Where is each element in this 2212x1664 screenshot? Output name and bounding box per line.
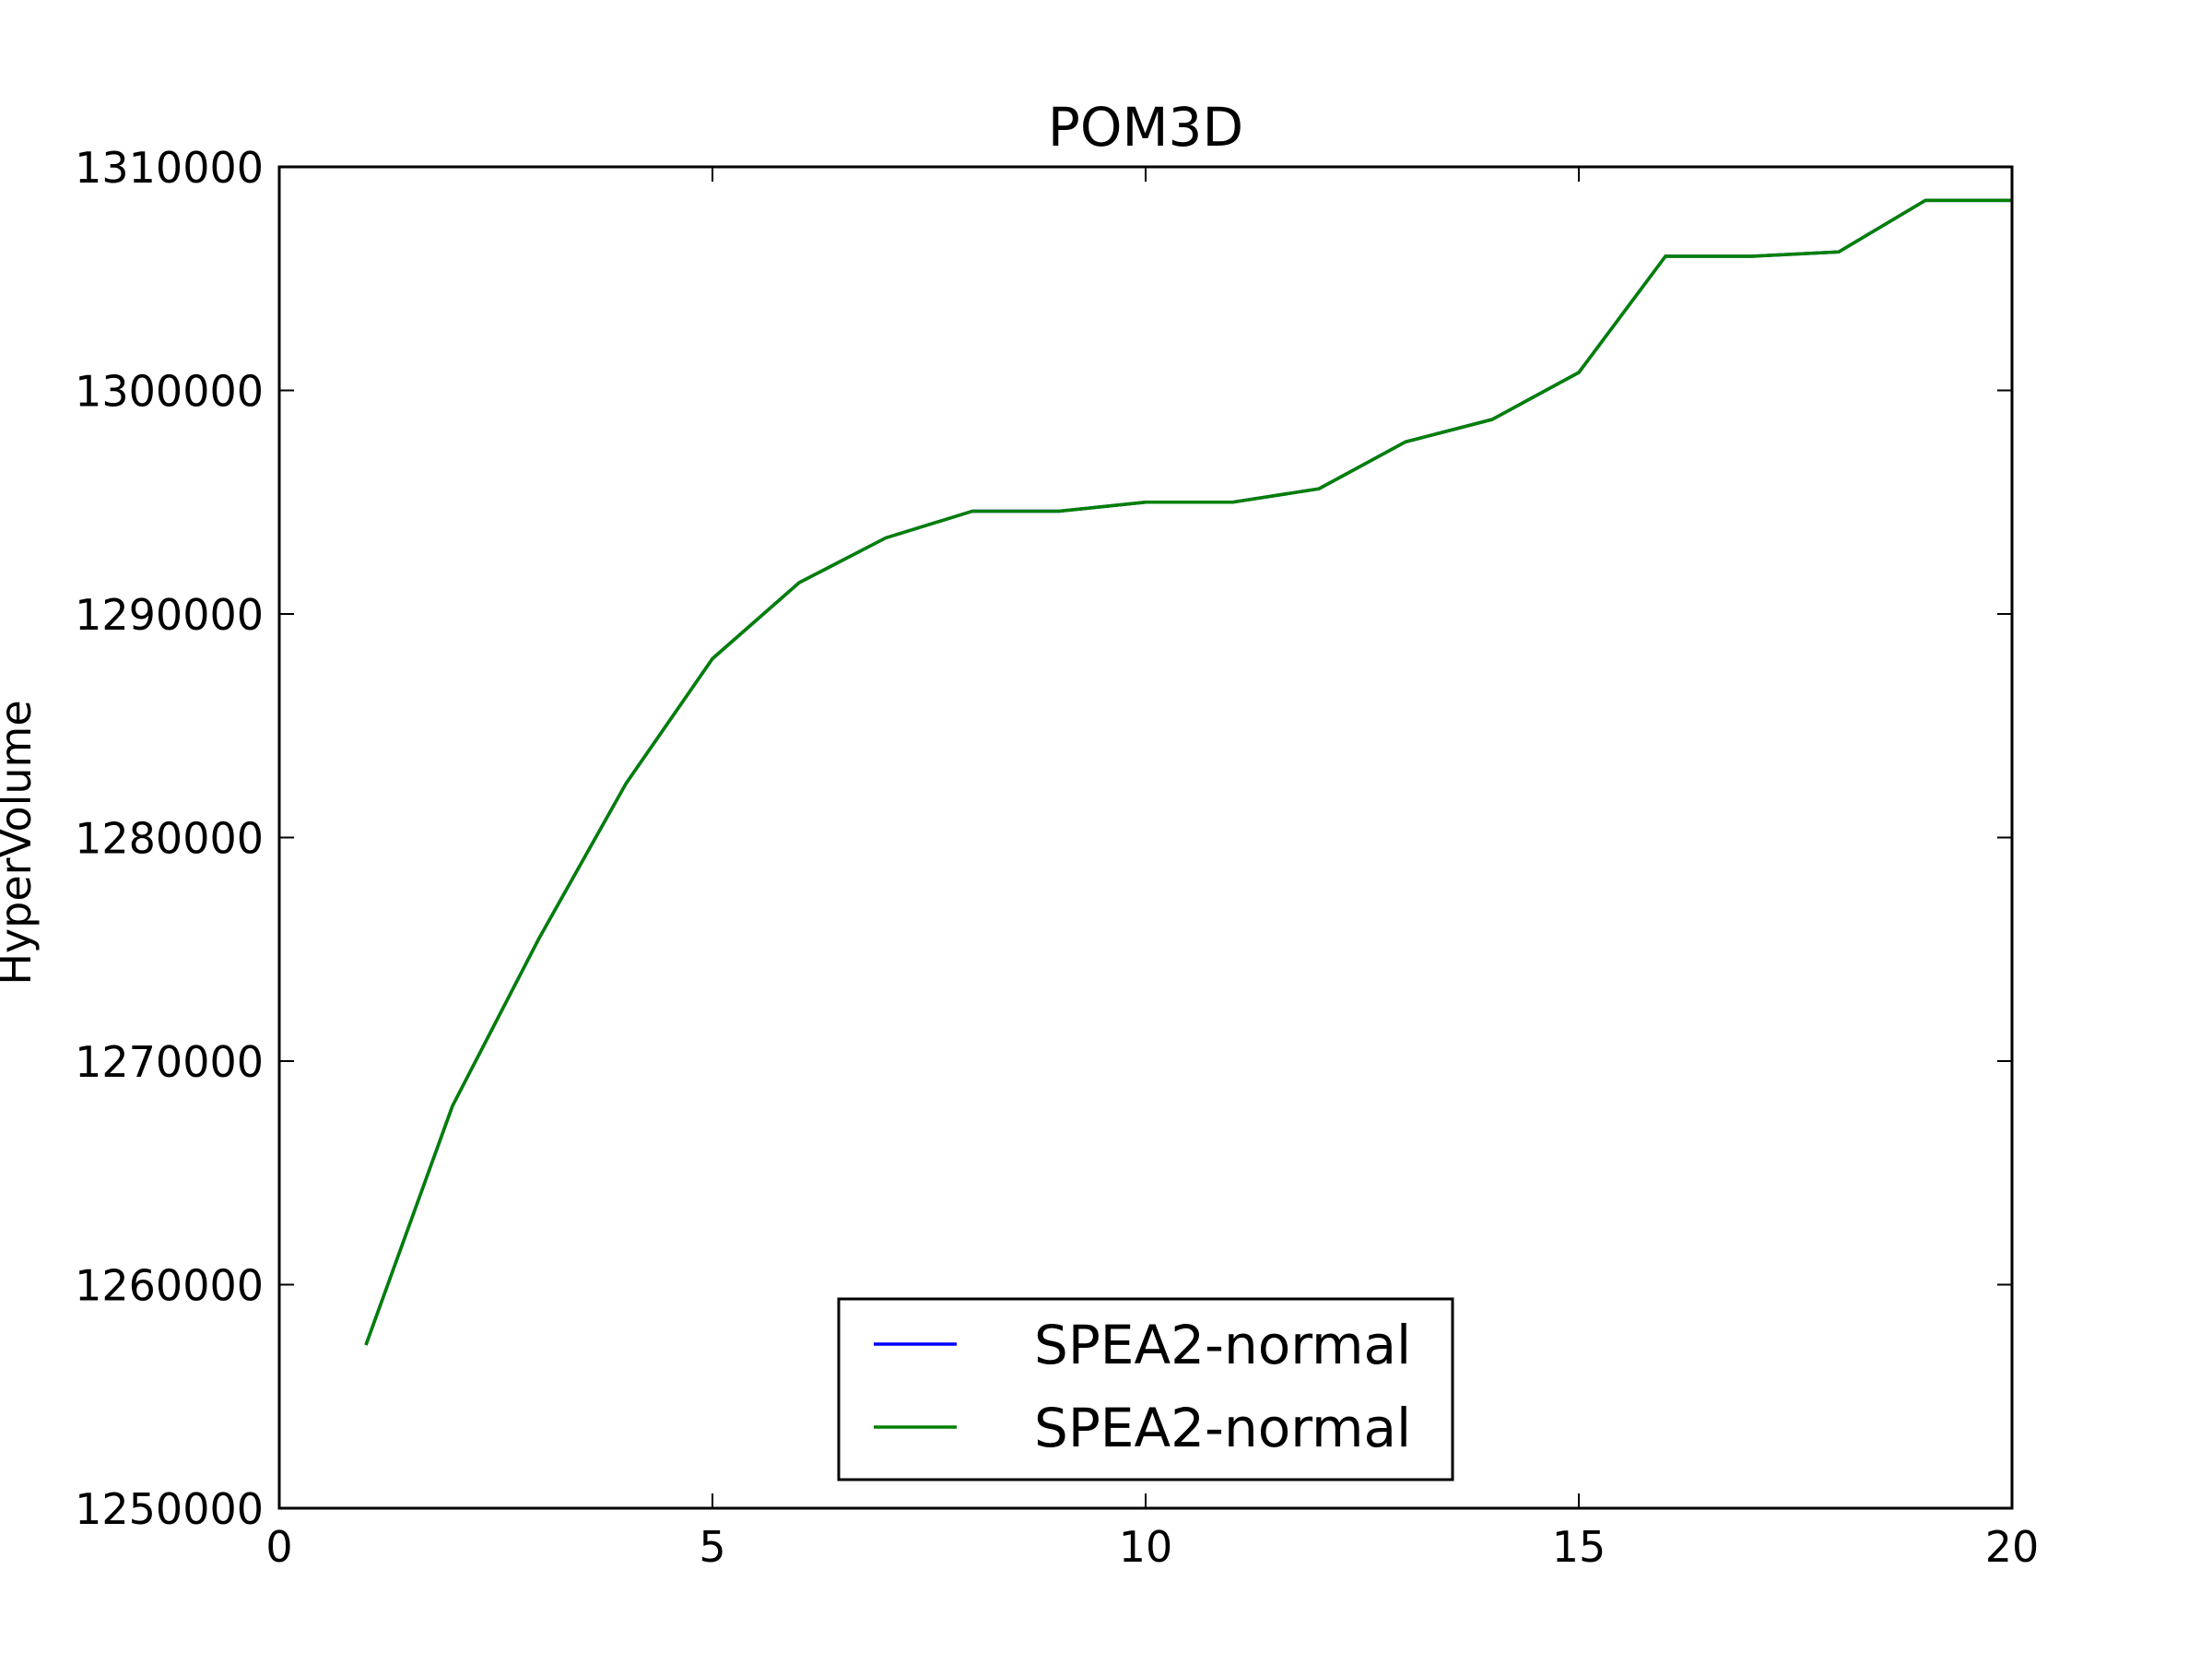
legend-box <box>837 1297 1454 1481</box>
legend-label-2: SPEA2-normal <box>1034 1397 1411 1459</box>
y-tick-label: 1310000 <box>75 143 264 193</box>
x-tick-label: 20 <box>1985 1522 2040 1572</box>
x-tick-label: 5 <box>699 1522 725 1572</box>
ticks-layer: 0 5 10 15 20 1250000 1260000 1270000 1280000 1290… <box>75 143 2039 1572</box>
series-layer <box>364 198 2012 1346</box>
x-tick-label: 15 <box>1552 1522 1606 1572</box>
y-tick-label: 1280000 <box>75 814 264 864</box>
legend-label-1: SPEA2-normal <box>1034 1314 1411 1376</box>
x-tick-label: 10 <box>1119 1522 1173 1572</box>
series-line-2 <box>364 198 2012 1346</box>
x-tick-label: 0 <box>265 1522 292 1572</box>
y-tick-label: 1260000 <box>75 1261 264 1311</box>
y-tick-label: 1250000 <box>75 1484 264 1534</box>
y-tick-label: 1270000 <box>75 1037 264 1087</box>
legend: SPEA2-normal SPEA2-normal <box>837 1297 1454 1481</box>
y-tick-label: 1300000 <box>75 367 264 417</box>
chart-title: POM3D <box>1048 96 1243 159</box>
y-axis-label: HyperVolume <box>0 700 41 985</box>
y-tick-label: 1290000 <box>75 590 264 640</box>
plot-frame <box>277 165 2014 1510</box>
